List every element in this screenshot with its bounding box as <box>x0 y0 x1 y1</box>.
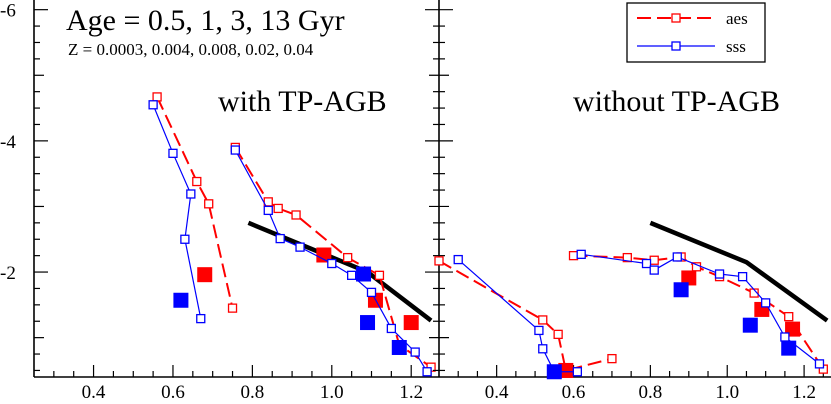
x-tick-label: 1.2 <box>792 382 816 403</box>
sss-point <box>346 270 357 280</box>
sss-point <box>327 258 337 269</box>
x-tick-label: 1.2 <box>399 382 423 403</box>
x-tick-label: 0.4 <box>82 382 106 403</box>
sss-point <box>572 367 583 377</box>
aes-age-marker <box>316 247 332 263</box>
x-tick-label: 1.0 <box>320 382 344 403</box>
legend-aes-label: aes <box>726 9 748 28</box>
sss-age-marker <box>356 266 372 282</box>
sss-point <box>422 367 432 377</box>
legend-sss-label: sss <box>726 37 746 56</box>
x-tick-label: 0.8 <box>638 382 662 403</box>
aes-point <box>227 303 238 313</box>
aes-age-marker <box>681 270 697 286</box>
aes-point <box>291 210 301 220</box>
sss-point <box>453 254 463 265</box>
left-panel: 0.4 0.6 0.8 1.0 1.2 -2 -4 -6 <box>0 0 439 403</box>
legend-box <box>626 2 766 63</box>
sss-point <box>538 344 548 354</box>
sss-point <box>410 347 420 357</box>
x-tick-label: 0.6 <box>562 382 586 403</box>
aes-point <box>568 251 579 261</box>
x-tick-label: 0.4 <box>485 382 509 403</box>
aes-point <box>374 270 385 280</box>
aes-point <box>273 203 283 214</box>
right-panel: 0.4 0.6 0.8 1.0 1.2 <box>425 0 831 403</box>
sss-series-line <box>152 104 202 319</box>
thick-reference-line <box>649 220 829 323</box>
metallicity-annotation: Z = 0.0003, 0.004, 0.008, 0.02, 0.04 <box>68 40 314 59</box>
sss-point <box>230 145 240 155</box>
sss-age-marker <box>742 317 758 333</box>
aes-point <box>649 255 659 265</box>
legend-sss-marker <box>671 41 681 51</box>
y-tick-label: -4 <box>0 132 16 153</box>
legend: aes sss <box>626 2 766 63</box>
aes-point <box>622 252 632 263</box>
sss-point <box>275 233 285 244</box>
legend-aes-marker <box>671 13 681 23</box>
sss-point <box>761 298 771 308</box>
aes-point <box>434 256 444 266</box>
sss-age-marker <box>546 364 562 380</box>
sss-point <box>148 100 158 110</box>
sss-point <box>814 359 825 369</box>
age-annotation: Age = 0.5, 1, 3, 13 Gyr <box>66 4 345 37</box>
aes-point <box>553 329 563 340</box>
aes-point <box>784 312 794 322</box>
aes-point <box>343 252 353 263</box>
aes-point <box>538 315 548 325</box>
right-panel-label: without TP-AGB <box>573 85 780 118</box>
x-tick-label: 1.0 <box>715 382 739 403</box>
sss-point <box>576 249 586 259</box>
sss-point <box>780 332 790 342</box>
sss-point <box>295 242 305 252</box>
sss-point <box>263 205 273 216</box>
sss-age-marker <box>781 340 797 356</box>
sss-point <box>168 148 178 158</box>
sss-point <box>737 271 748 282</box>
left-panel-label: with TP-AGB <box>218 85 387 118</box>
sss-point <box>649 265 659 275</box>
aes-point <box>152 92 162 102</box>
sss-series-line <box>457 259 578 373</box>
sss-age-marker <box>360 315 376 331</box>
aes-point <box>192 176 202 187</box>
sss-point <box>386 323 397 334</box>
y-tick-label: -2 <box>0 263 16 284</box>
sss-age-marker <box>173 292 189 308</box>
sss-point <box>534 325 544 336</box>
aes-series-line <box>438 260 613 372</box>
sss-point <box>366 287 377 298</box>
x-tick-label: 0.8 <box>241 382 265 403</box>
x-tick-label: 0.6 <box>161 382 185 403</box>
sss-point <box>180 234 190 244</box>
sss-point <box>196 313 206 324</box>
sss-age-marker <box>673 282 689 298</box>
aes-age-marker <box>403 315 419 331</box>
sss-point <box>714 269 725 279</box>
y-tick-label: -6 <box>0 1 16 22</box>
aes-age-marker <box>197 267 213 283</box>
aes-series-line <box>156 96 234 309</box>
sss-point <box>641 258 652 269</box>
aes-point <box>204 199 214 209</box>
aes-point <box>607 353 617 364</box>
sss-point <box>186 189 196 199</box>
sss-age-marker <box>391 339 407 355</box>
sss-point <box>672 252 682 262</box>
